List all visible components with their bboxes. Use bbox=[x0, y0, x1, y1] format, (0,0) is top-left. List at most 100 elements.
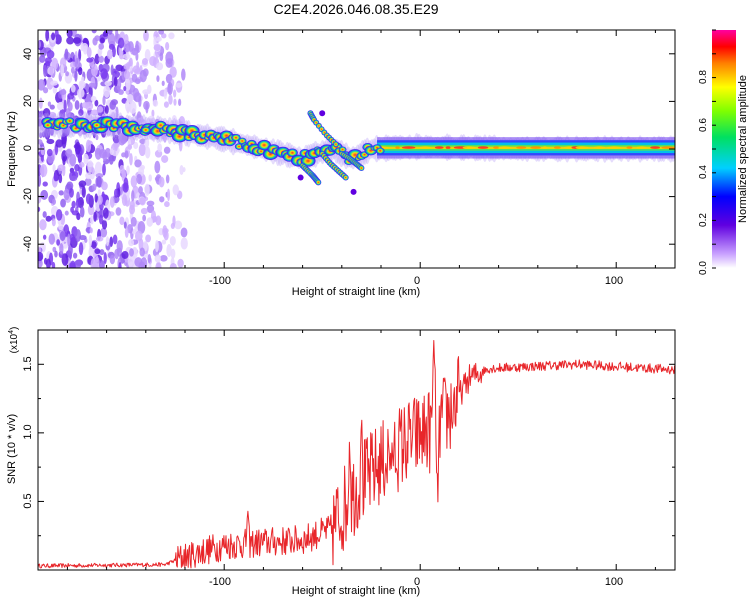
spectrogram-noise-cell bbox=[123, 85, 127, 92]
spectrogram-noise-cell bbox=[38, 144, 41, 153]
spectrogram-noise-cell bbox=[51, 261, 56, 268]
spectrogram-band-peak bbox=[395, 146, 400, 149]
spectrogram-noise-cell bbox=[73, 143, 80, 149]
spectrogram-noise-cell bbox=[47, 101, 52, 107]
spectrogram-noise-cell bbox=[137, 220, 146, 234]
snr-xtick-label-1: 0 bbox=[414, 576, 420, 588]
spectrogram-noise-cell bbox=[86, 57, 94, 63]
spectrogram-noise-cell bbox=[46, 77, 54, 90]
spectrogram-noise-cell bbox=[94, 148, 102, 160]
spectrogram-noise-cell bbox=[115, 207, 122, 216]
spectrogram-noise-cell bbox=[66, 36, 75, 45]
spectrogram-noise-cell bbox=[154, 160, 161, 174]
spectrogram-noise-cell bbox=[58, 190, 64, 196]
snr-scale-exponent: 4 bbox=[8, 330, 15, 334]
spectrogram-track-peak bbox=[42, 121, 53, 129]
spectrogram-noise-cell bbox=[70, 175, 78, 182]
spectrogram-noise-cell bbox=[161, 155, 169, 163]
spectrogram-noise-cell bbox=[136, 173, 143, 185]
spectrogram-noise-cell bbox=[78, 109, 84, 117]
spectrogram-noise-cell bbox=[165, 42, 170, 51]
spectrogram-noise-cell bbox=[108, 43, 115, 50]
spectrogram-noise-cell bbox=[75, 198, 81, 208]
spectrogram-noise-cell bbox=[137, 117, 145, 123]
spectrogram-noise-cell bbox=[129, 153, 133, 166]
spectrogram-noise-cell bbox=[102, 95, 106, 106]
spectrogram-noise-cell bbox=[156, 36, 162, 42]
spectrogram-band-peak bbox=[607, 146, 621, 149]
spectrogram-noise-cell bbox=[142, 214, 147, 222]
spectrogram-band-peak bbox=[493, 146, 500, 149]
spectrogram-noise-cell bbox=[99, 249, 105, 256]
spectrogram-noise-cell bbox=[131, 48, 139, 56]
snr-ytick-label-0: 0.5 bbox=[22, 493, 34, 508]
spectrogram-noise-cell bbox=[84, 177, 92, 186]
spectrogram-noise-cell bbox=[163, 88, 167, 100]
spectrogram-noise-cell bbox=[139, 247, 145, 257]
spectrogram-noise-cell bbox=[89, 113, 93, 122]
spectrogram-noise-cell bbox=[55, 209, 63, 221]
spectrogram-noise-cell bbox=[94, 99, 99, 107]
spectrogram-band-peak bbox=[462, 146, 476, 149]
spectrogram-noise-cell bbox=[38, 259, 43, 268]
spectrogram-noise-cell bbox=[170, 248, 176, 259]
spectrogram-noise-cell bbox=[69, 260, 76, 268]
spectrogram-noise-cell bbox=[177, 258, 184, 268]
spectrogram-noise-cell bbox=[95, 134, 99, 141]
spectrogram-noise-cell bbox=[55, 139, 63, 148]
spectrogram-noise-cell bbox=[54, 250, 58, 258]
spectrogram-noise-cell bbox=[145, 102, 149, 114]
spectrogram-band-peak bbox=[477, 146, 489, 149]
spectrogram-noise-cell bbox=[97, 51, 102, 57]
spectrogram-noise-cell bbox=[72, 252, 78, 259]
spectrogram-noise-cell bbox=[133, 141, 139, 150]
spectrogram-noise-cell bbox=[74, 69, 78, 82]
spectrogram-noise-cell bbox=[151, 109, 155, 118]
spectrogram-noise-cell bbox=[125, 62, 131, 70]
spectrogram-noise-cell bbox=[98, 214, 104, 225]
spectrogram-noise-cell bbox=[40, 153, 44, 162]
spectrogram-noise-cell bbox=[90, 95, 97, 102]
spectrogram-noise-cell bbox=[161, 239, 167, 245]
spectrogram-track-blob bbox=[375, 147, 385, 155]
spectrogram-noise-cell bbox=[69, 233, 75, 242]
spectrogram-noise-cell bbox=[143, 30, 149, 42]
spectrogram-noise-cell bbox=[76, 212, 81, 221]
spectrogram-noise-cell bbox=[111, 149, 119, 157]
spectrogram-noise-cell bbox=[121, 250, 129, 259]
spectrogram-noise-cell bbox=[85, 172, 92, 180]
spectrogram-noise-cell bbox=[39, 164, 48, 178]
spectrogram-noise-cell bbox=[142, 89, 151, 95]
spectrogram-band-peak bbox=[553, 146, 561, 149]
colorbar-tick-label-4: 0.8 bbox=[698, 70, 709, 84]
spectrogram-noise-cell bbox=[101, 219, 108, 230]
spectrogram-noise-cell bbox=[119, 216, 125, 226]
spectrogram-noise-cell bbox=[170, 222, 175, 230]
spectrogram-noise-cell bbox=[179, 165, 184, 176]
spectrogram-noise-cell bbox=[44, 57, 52, 64]
spectrogram-noise-cell bbox=[56, 239, 61, 246]
spectrogram-noise-cell bbox=[86, 47, 92, 58]
spectrogram-track-peak bbox=[140, 126, 151, 134]
spectrogram-noise-cell bbox=[51, 198, 57, 205]
spectrogram-ytick-label-2: 0 bbox=[22, 145, 34, 151]
spectrogram-noise-cell bbox=[112, 234, 118, 245]
spectrogram-noise-cell bbox=[154, 240, 159, 253]
spectrogram-noise-cell bbox=[40, 146, 45, 156]
spectrogram-noise-cell bbox=[100, 37, 105, 43]
spectrogram-noise-cell bbox=[168, 94, 173, 105]
spectrogram-noise-cell bbox=[161, 80, 165, 87]
spectrogram-branch-blob bbox=[358, 165, 365, 172]
spectrogram-noise-cell bbox=[42, 87, 49, 94]
spectrogram-noise-cell bbox=[80, 76, 85, 82]
spectrogram-noise-cell bbox=[98, 259, 105, 268]
spectrogram-noise-cell bbox=[98, 43, 105, 50]
spectrogram-noise-cell bbox=[38, 251, 44, 262]
spectrogram-noise-cell bbox=[39, 54, 46, 63]
spectrogram-xtick-label-0: -100 bbox=[209, 275, 231, 287]
spectrogram-noise-cell bbox=[94, 53, 100, 65]
spectrogram-noise-cell bbox=[46, 148, 53, 157]
spectrogram-noise-cell bbox=[50, 80, 59, 86]
spectrogram-noise-cell bbox=[142, 68, 149, 77]
spectrogram-noise-cell bbox=[63, 99, 67, 113]
